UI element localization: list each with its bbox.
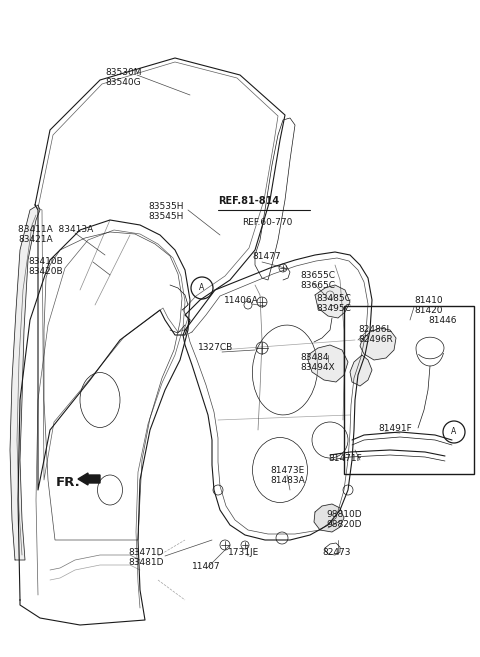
Text: REF.60-770: REF.60-770 — [242, 218, 292, 227]
Text: 11407: 11407 — [192, 562, 221, 571]
Polygon shape — [315, 285, 350, 318]
Text: 81477: 81477 — [252, 252, 281, 261]
Text: 81473E
81483A: 81473E 81483A — [270, 466, 305, 486]
Text: 98810D
98820D: 98810D 98820D — [326, 510, 361, 530]
Text: 82473: 82473 — [322, 548, 350, 557]
Text: 81491F: 81491F — [378, 424, 412, 433]
Bar — [344, 306, 474, 474]
Polygon shape — [360, 328, 396, 360]
Text: 82486L
82496R: 82486L 82496R — [358, 325, 393, 344]
Text: 1327CB: 1327CB — [198, 343, 233, 352]
Text: A: A — [199, 284, 204, 292]
Text: 83655C
83665C: 83655C 83665C — [300, 271, 335, 290]
Text: FR.: FR. — [56, 476, 81, 489]
Text: 83484
83494X: 83484 83494X — [300, 353, 335, 373]
Polygon shape — [308, 345, 348, 382]
Text: 83471D
83481D: 83471D 83481D — [128, 548, 164, 568]
Polygon shape — [314, 504, 344, 532]
Polygon shape — [10, 205, 40, 560]
Text: 83530M
83540G: 83530M 83540G — [105, 68, 142, 87]
Polygon shape — [350, 355, 372, 386]
Text: 83411A  83413A
83421A: 83411A 83413A 83421A — [18, 225, 93, 244]
Text: 1731JE: 1731JE — [228, 548, 259, 557]
Text: 81471F: 81471F — [328, 454, 362, 463]
Text: 83535H
83545H: 83535H 83545H — [148, 202, 183, 221]
Text: 81446: 81446 — [428, 316, 456, 325]
Text: A: A — [451, 428, 456, 436]
FancyArrow shape — [78, 473, 100, 485]
Text: 11406A: 11406A — [224, 296, 259, 305]
Text: 81410
81420: 81410 81420 — [414, 296, 443, 315]
Text: 83485C
83495C: 83485C 83495C — [316, 294, 351, 313]
Text: 83410B
83420B: 83410B 83420B — [28, 257, 63, 277]
Text: REF.81-814: REF.81-814 — [218, 196, 279, 206]
